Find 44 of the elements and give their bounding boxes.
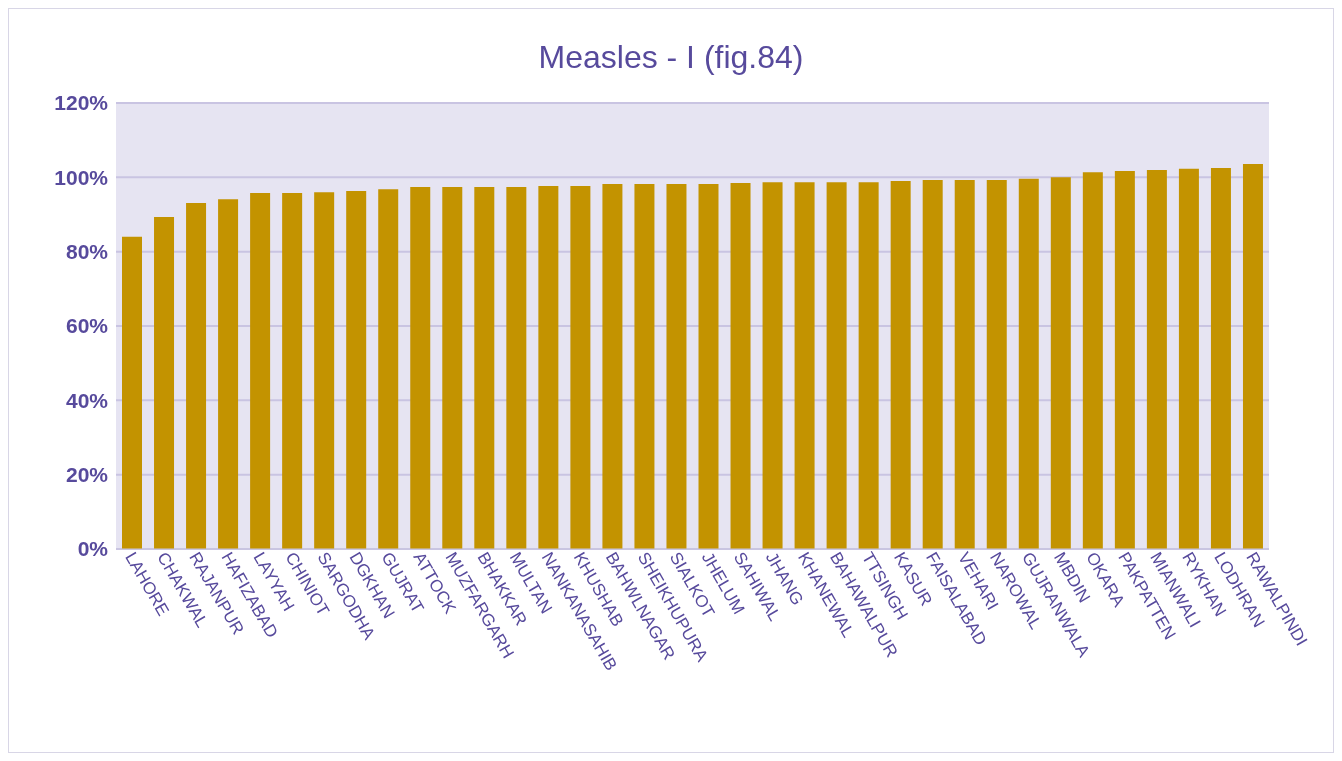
bar: [1018, 178, 1039, 549]
y-tick-label: 40%: [65, 388, 109, 412]
bar: [186, 202, 207, 549]
bar: [1178, 168, 1199, 549]
bar: [826, 182, 847, 549]
y-tick-label: 120%: [54, 91, 109, 115]
bar: [570, 185, 591, 549]
bar: [314, 192, 335, 549]
bar: [858, 182, 879, 549]
bar: [794, 182, 815, 549]
bar: [474, 187, 495, 549]
bar: [986, 179, 1007, 549]
bar: [1210, 168, 1231, 549]
bar: [442, 187, 463, 549]
bar: [410, 187, 431, 549]
bar: [762, 182, 783, 549]
bar: [1242, 163, 1263, 549]
bar: [922, 179, 943, 549]
bar: [634, 184, 655, 549]
bar: [1146, 169, 1167, 549]
bar: [282, 192, 303, 549]
bar: [378, 189, 399, 549]
y-tick-label: 0%: [77, 537, 109, 561]
bar: [346, 191, 367, 549]
bar: [218, 199, 239, 549]
y-tick-label: 20%: [65, 463, 109, 487]
y-tick-label: 100%: [54, 165, 109, 189]
bar: [1082, 172, 1103, 549]
chart-title: Measles - I (fig.84): [537, 38, 805, 77]
bar: [122, 236, 142, 549]
y-tick-label: 80%: [65, 240, 109, 264]
bar: [954, 179, 975, 549]
bar: [250, 192, 271, 549]
bar: [890, 181, 911, 549]
bar: [538, 185, 559, 549]
bar: [698, 184, 719, 549]
bar: [602, 184, 623, 549]
bar: [154, 217, 175, 549]
bar: [666, 184, 687, 549]
bar: [1114, 171, 1135, 549]
bar: [1050, 177, 1071, 549]
bar: [506, 187, 527, 549]
y-tick-label: 60%: [65, 314, 109, 338]
bar: [730, 182, 751, 549]
